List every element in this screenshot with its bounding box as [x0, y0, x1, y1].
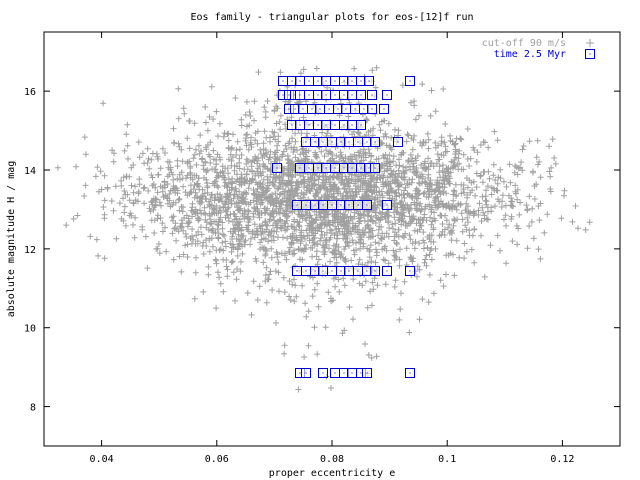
y-tick-label: 14: [24, 166, 36, 177]
square-marker: [330, 368, 340, 378]
square-marker: [330, 120, 340, 130]
square-marker: [347, 120, 357, 130]
x-tick-label: 0.08: [320, 454, 344, 465]
legend-symbol-plus: [586, 39, 594, 47]
square-marker: [347, 163, 357, 173]
square-marker: [347, 90, 357, 100]
y-tick-label: 16: [24, 87, 36, 98]
square-marker: [370, 163, 380, 173]
square-marker: [393, 137, 403, 147]
square-marker: [341, 104, 351, 114]
square-marker: [347, 76, 357, 86]
legend-label-cutoff: cut-off 90 m/s: [482, 38, 566, 49]
square-marker: [295, 163, 305, 173]
legend-symbol-square: [585, 49, 595, 59]
square-marker: [347, 368, 357, 378]
x-axis: 0.04 0.06 0.08 0.1 0.12: [90, 32, 574, 465]
legend-label-time: time 2.5 Myr: [494, 49, 566, 60]
square-marker: [321, 76, 331, 86]
square-marker: [344, 266, 354, 276]
x-axis-label: proper eccentricity e: [269, 468, 395, 479]
legend: cut-off 90 m/s time 2.5 Myr: [482, 38, 595, 60]
square-marker: [370, 137, 380, 147]
square-marker: [321, 163, 331, 173]
square-marker: [304, 90, 314, 100]
square-marker: [298, 104, 308, 114]
square-marker: [295, 90, 305, 100]
square-marker: [356, 120, 366, 130]
square-marker: [301, 266, 311, 276]
plus-marker-cloud: [54, 64, 593, 393]
square-marker: [301, 200, 311, 210]
square-marker: [324, 104, 334, 114]
square-marker: [344, 200, 354, 210]
square-marker: [367, 90, 377, 100]
square-marker: [362, 200, 372, 210]
square-marker: [321, 120, 331, 130]
square-marker: [356, 90, 366, 100]
square-marker: [367, 104, 377, 114]
square-marker: [315, 104, 325, 114]
square-marker: [321, 90, 331, 100]
square-marker: [382, 266, 392, 276]
x-tick-label: 0.04: [90, 454, 114, 465]
square-marker: [330, 163, 340, 173]
square-marker: [327, 137, 337, 147]
square-marker: [327, 266, 337, 276]
y-tick-label: 8: [30, 403, 36, 414]
square-marker: [330, 76, 340, 86]
square-marker: [330, 90, 340, 100]
chart-title: Eos family - triangular plots for eos-[1…: [191, 12, 474, 23]
square-marker: [405, 266, 415, 276]
square-marker: [272, 163, 282, 173]
square-marker: [304, 120, 314, 130]
x-tick-label: 0.12: [550, 454, 574, 465]
square-marker: [379, 104, 389, 114]
square-marker: [353, 266, 363, 276]
scatter-layer: [54, 64, 593, 393]
square-marker: [350, 104, 360, 114]
x-tick-label: 0.1: [438, 454, 456, 465]
y-tick-label: 10: [24, 324, 36, 335]
square-marker: [292, 200, 302, 210]
square-marker: [301, 137, 311, 147]
y-axis: 8 10 12 14 16: [24, 87, 620, 414]
square-marker: [318, 266, 328, 276]
square-marker: [318, 137, 328, 147]
square-marker: [295, 76, 305, 86]
square-marker: [362, 368, 372, 378]
square-marker: [278, 76, 288, 86]
square-marker: [405, 368, 415, 378]
square-marker: [304, 163, 314, 173]
square-marker: [344, 137, 354, 147]
square-marker: [304, 76, 314, 86]
square-marker: [364, 76, 374, 86]
y-tick-label: 12: [24, 245, 36, 256]
square-marker: [405, 76, 415, 86]
square-marker: [327, 200, 337, 210]
x-tick-label: 0.06: [205, 454, 229, 465]
square-marker: [301, 368, 311, 378]
square-marker: [318, 200, 328, 210]
box-layer: [272, 76, 415, 378]
square-marker: [382, 90, 392, 100]
square-marker: [353, 137, 363, 147]
square-marker: [382, 200, 392, 210]
y-axis-label: absolute magnitude H / mag: [6, 161, 17, 318]
square-marker: [292, 266, 302, 276]
square-marker: [318, 368, 328, 378]
square-marker: [353, 200, 363, 210]
square-marker: [295, 120, 305, 130]
square-marker: [370, 266, 380, 276]
